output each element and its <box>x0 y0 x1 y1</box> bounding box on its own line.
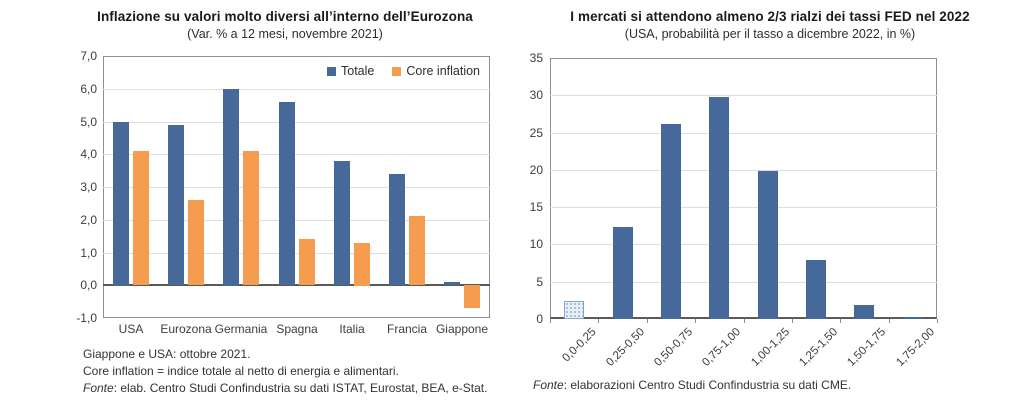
x-axis-tick <box>550 319 551 323</box>
bar-probability-1-75-2-00 <box>903 317 923 319</box>
y-tick-label: 2,0 <box>80 213 97 227</box>
x-axis-tick <box>792 319 793 323</box>
x-axis-tick <box>840 319 841 323</box>
x-tick-label-italia: Italia <box>339 322 365 336</box>
gridline <box>550 133 937 134</box>
x-axis-tick <box>744 319 745 323</box>
y-tick-label: 0,0 <box>80 278 97 292</box>
bar-probability-0-25-0-50 <box>613 227 633 319</box>
gridline <box>103 122 490 123</box>
x-tick-label-1-25-1-50: 1,25-1,50 <box>797 326 841 369</box>
x-axis-tick <box>937 319 938 323</box>
gridline <box>550 170 937 171</box>
zero-axis-line <box>103 284 490 286</box>
y-tick-label: 6,0 <box>80 82 97 96</box>
bar-probability-1-25-1-50 <box>806 260 826 319</box>
totale-color-swatch <box>327 66 336 76</box>
fonte-label: Fonte <box>83 381 114 395</box>
footnote-source-line: Fonte: elab. Centro Studi Confindustria … <box>83 380 487 397</box>
left-chart-subtitle: (Var. % a 12 mesi, novembre 2021) <box>187 27 383 41</box>
y-tick-label: 0 <box>536 312 543 326</box>
x-tick-label-1-00-1-25: 1,00-1,25 <box>749 326 793 369</box>
x-axis-tick <box>695 319 696 323</box>
bar-probability-1-50-1-75 <box>854 305 874 319</box>
bar-probability-0-0-0-25 <box>564 301 584 319</box>
bar-totale-eurozona <box>168 125 184 285</box>
right-plot-area <box>550 58 937 319</box>
gridline <box>103 154 490 155</box>
y-tick-label: -1,0 <box>76 311 97 325</box>
core-inflation-color-swatch <box>392 66 402 76</box>
y-tick-label: 20 <box>529 163 543 177</box>
x-axis-tick <box>598 319 599 323</box>
bar-core-inflation-usa <box>133 151 149 285</box>
gridline <box>550 207 937 208</box>
y-tick-label: 25 <box>529 126 543 140</box>
y-tick-label: 5 <box>536 275 543 289</box>
bar-totale-giappone <box>444 282 460 285</box>
bar-totale-italia <box>334 161 350 285</box>
gridline <box>103 187 490 188</box>
gridline <box>103 220 490 221</box>
left-chart-title: Inflazione su valori molto diversi all’i… <box>97 9 473 24</box>
bar-totale-francia <box>389 174 405 285</box>
bar-totale-usa <box>113 122 129 286</box>
bar-probability-0-75-1-00 <box>709 97 729 319</box>
bar-core-inflation-germania <box>243 151 259 285</box>
gridline <box>103 89 490 90</box>
fonte-text: : elaborazioni Centro Studi Confindustri… <box>563 378 852 392</box>
y-tick-label: 4,0 <box>80 147 97 161</box>
x-axis-tick <box>647 319 648 323</box>
y-tick-label: 5,0 <box>80 115 97 129</box>
left-chart-legend: Totale Core inflation <box>327 64 480 78</box>
x-tick-label-eurozona: Eurozona <box>160 322 212 336</box>
x-tick-label-0-50-0-75: 0,50-0,75 <box>652 326 696 369</box>
gridline <box>550 282 937 283</box>
y-tick-label: 30 <box>529 88 543 102</box>
x-tick-label-giappone: Giappone <box>435 322 489 336</box>
y-tick-label: 3,0 <box>80 180 97 194</box>
bar-totale-germania <box>223 89 239 286</box>
bar-core-inflation-giappone <box>464 285 480 308</box>
x-tick-label-1-50-1-75: 1,50-1,75 <box>845 326 889 369</box>
y-tick-label: 10 <box>529 237 543 251</box>
fonte-text: : elab. Centro Studi Confindustria su da… <box>113 381 488 395</box>
x-axis-tick <box>889 319 890 323</box>
x-tick-label-1-75-2-00: 1,75-2,00 <box>894 326 938 369</box>
gridline <box>550 244 937 245</box>
left-chart-footnotes: Giappone e USA: ottobre 2021. Core infla… <box>83 346 487 397</box>
bar-core-inflation-spagna <box>299 239 315 285</box>
right-chart-subtitle: (USA, probabilità per il tasso a dicembr… <box>624 27 916 41</box>
y-tick-label: 35 <box>529 51 543 65</box>
y-tick-label: 7,0 <box>80 49 97 63</box>
bar-core-inflation-eurozona <box>188 200 204 285</box>
bar-probability-1-00-1-25 <box>758 171 778 319</box>
fonte-label: Fonte <box>533 378 564 392</box>
right-chart-title: I mercati si attendono almeno 2/3 rialzi… <box>570 9 970 24</box>
footnote-line-1: Giappone e USA: ottobre 2021. <box>83 347 251 361</box>
x-tick-label-spagna: Spagna <box>276 322 318 336</box>
legend-label-totale: Totale <box>341 64 375 78</box>
bar-totale-spagna <box>279 102 295 285</box>
legend-label-core-inflation: Core inflation <box>406 64 481 78</box>
gridline <box>103 253 490 254</box>
legend-item-totale: Totale <box>327 64 374 78</box>
x-tick-label-germania: Germania <box>214 322 268 336</box>
right-chart-footer: Fonte: elaborazioni Centro Studi Confind… <box>533 377 851 394</box>
bar-core-inflation-francia <box>409 216 425 285</box>
y-tick-label: 15 <box>529 200 543 214</box>
footnote-line-2: Core inflation = indice totale al netto … <box>83 364 399 378</box>
gridline <box>550 95 937 96</box>
x-tick-label-0-25-0-50: 0,25-0,50 <box>604 326 648 369</box>
bar-core-inflation-italia <box>354 243 370 286</box>
bar-probability-0-50-0-75 <box>661 124 681 319</box>
x-tick-label-francia: Francia <box>386 322 428 336</box>
x-tick-label-usa: USA <box>118 322 144 336</box>
y-tick-label: 1,0 <box>80 246 97 260</box>
x-tick-label-0-75-1-00: 0,75-1,00 <box>700 326 744 369</box>
x-tick-label-0-0-0-25: 0,0-0,25 <box>560 326 599 365</box>
legend-item-core-inflation: Core inflation <box>392 64 480 78</box>
footer-source-line: Fonte: elaborazioni Centro Studi Confind… <box>533 377 851 394</box>
